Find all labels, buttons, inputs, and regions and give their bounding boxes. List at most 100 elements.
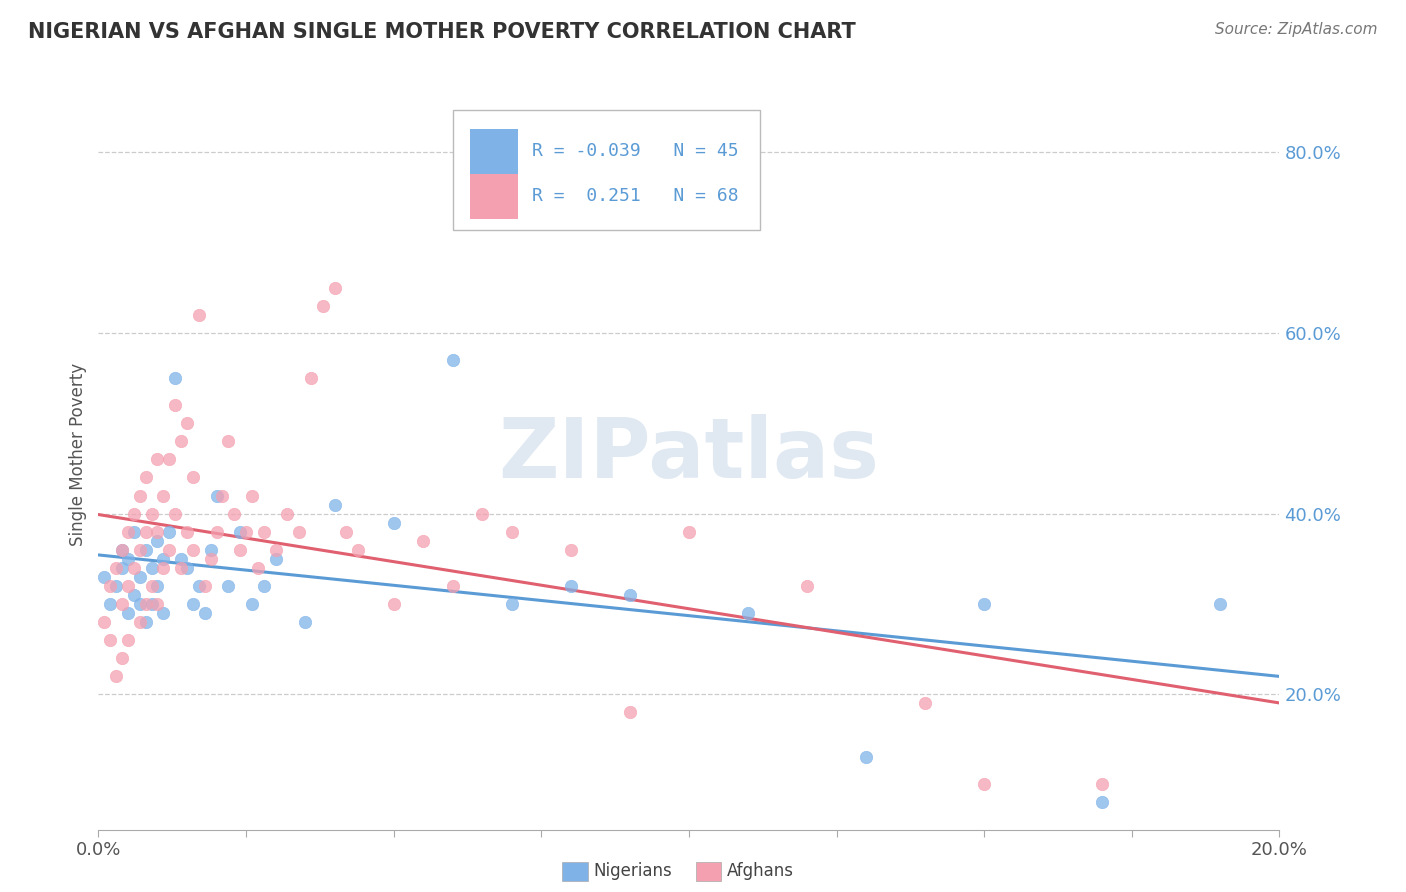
Point xyxy=(170,561,193,575)
Point xyxy=(323,498,346,512)
Text: R =  0.251   N = 68: R = 0.251 N = 68 xyxy=(531,187,738,205)
Point xyxy=(560,542,582,557)
Point xyxy=(796,579,818,593)
Point xyxy=(323,281,346,295)
FancyBboxPatch shape xyxy=(471,129,517,174)
Point xyxy=(152,489,174,503)
Point xyxy=(181,470,204,484)
Point xyxy=(122,561,145,575)
Point xyxy=(176,561,198,575)
Point xyxy=(412,533,434,548)
Point xyxy=(146,533,169,548)
Point xyxy=(135,524,157,539)
Point xyxy=(560,579,582,593)
Point xyxy=(93,615,115,629)
Point xyxy=(217,434,239,449)
Text: ZIPatlas: ZIPatlas xyxy=(499,415,879,495)
Point xyxy=(205,524,228,539)
Point xyxy=(200,551,222,566)
Point xyxy=(264,551,287,566)
Point xyxy=(128,615,150,629)
Point xyxy=(347,542,370,557)
Point xyxy=(1091,796,1114,810)
Point xyxy=(619,588,641,602)
Point xyxy=(117,524,139,539)
Point xyxy=(294,615,316,629)
Point xyxy=(141,597,163,611)
Point xyxy=(200,542,222,557)
Point xyxy=(855,750,877,764)
Point xyxy=(157,452,180,467)
Point xyxy=(128,489,150,503)
Point xyxy=(93,570,115,584)
Point xyxy=(194,606,217,620)
Point xyxy=(122,588,145,602)
Point xyxy=(382,597,405,611)
Point xyxy=(382,516,405,530)
Point xyxy=(678,524,700,539)
Point xyxy=(240,597,263,611)
Point xyxy=(1209,597,1232,611)
Point xyxy=(181,597,204,611)
Point xyxy=(122,507,145,521)
Point xyxy=(141,561,163,575)
Point xyxy=(170,551,193,566)
Text: Afghans: Afghans xyxy=(727,863,794,880)
Point xyxy=(111,597,134,611)
Point xyxy=(187,579,209,593)
FancyBboxPatch shape xyxy=(453,111,759,230)
Point xyxy=(98,597,121,611)
Point xyxy=(152,606,174,620)
Point xyxy=(264,542,287,557)
Point xyxy=(246,561,269,575)
Point xyxy=(117,632,139,647)
Point xyxy=(117,579,139,593)
Point xyxy=(211,489,233,503)
Point xyxy=(276,507,298,521)
Point xyxy=(165,371,187,385)
Point xyxy=(737,606,759,620)
Point xyxy=(152,561,174,575)
Point xyxy=(111,651,134,665)
Point xyxy=(181,542,204,557)
Point xyxy=(240,489,263,503)
Point xyxy=(501,524,523,539)
Point xyxy=(117,606,139,620)
Point xyxy=(229,542,252,557)
Point xyxy=(914,696,936,710)
Point xyxy=(217,579,239,593)
Point xyxy=(335,524,357,539)
Point xyxy=(288,524,311,539)
Point xyxy=(98,579,121,593)
Text: Nigerians: Nigerians xyxy=(593,863,672,880)
Point xyxy=(471,507,494,521)
Point xyxy=(1091,777,1114,791)
Point xyxy=(194,579,217,593)
Point xyxy=(128,597,150,611)
Point xyxy=(98,632,121,647)
Point xyxy=(157,524,180,539)
Point xyxy=(128,570,150,584)
Point xyxy=(176,417,198,431)
Point xyxy=(111,542,134,557)
Point xyxy=(224,507,246,521)
Point xyxy=(205,489,228,503)
Text: Source: ZipAtlas.com: Source: ZipAtlas.com xyxy=(1215,22,1378,37)
Point xyxy=(146,452,169,467)
Point xyxy=(117,551,139,566)
Text: R = -0.039   N = 45: R = -0.039 N = 45 xyxy=(531,143,738,161)
Point xyxy=(299,371,322,385)
Point xyxy=(141,507,163,521)
Point xyxy=(619,705,641,719)
Point xyxy=(165,398,187,412)
Point xyxy=(111,561,134,575)
Point xyxy=(135,615,157,629)
Point xyxy=(141,579,163,593)
Point xyxy=(235,524,257,539)
Point xyxy=(165,507,187,521)
Point xyxy=(170,434,193,449)
Point xyxy=(253,579,276,593)
Point xyxy=(128,542,150,557)
Point xyxy=(135,470,157,484)
Y-axis label: Single Mother Poverty: Single Mother Poverty xyxy=(69,363,87,547)
